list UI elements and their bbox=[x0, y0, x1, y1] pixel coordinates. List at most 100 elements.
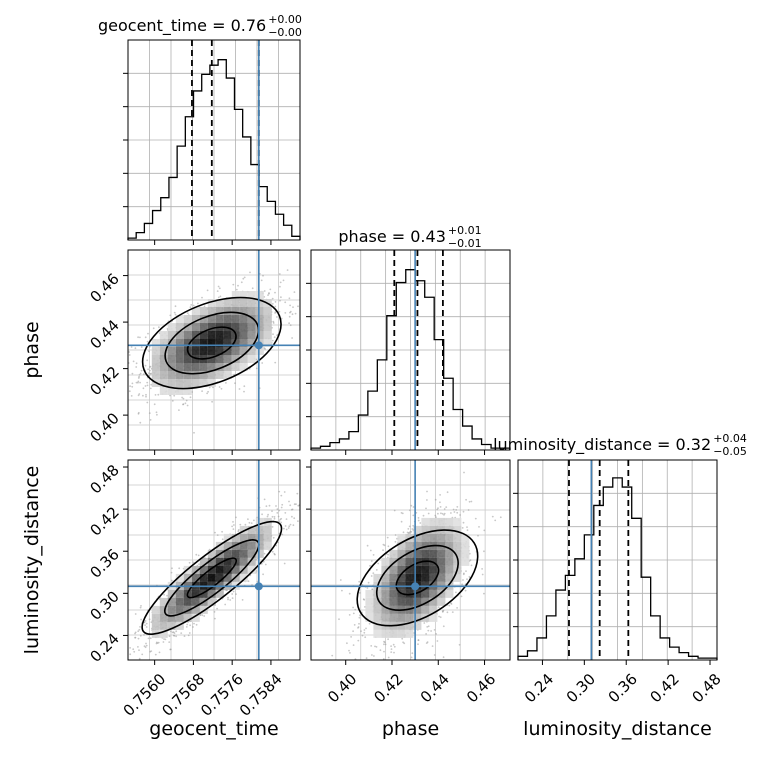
y-tick-label: 0.36 bbox=[86, 545, 122, 581]
sample-point bbox=[381, 674, 383, 676]
sample-point bbox=[458, 643, 461, 646]
sample-point bbox=[269, 288, 272, 291]
sample-point bbox=[460, 595, 463, 598]
sample-point bbox=[445, 506, 448, 508]
sample-point bbox=[384, 669, 386, 671]
density-cell bbox=[191, 331, 200, 339]
sample-point bbox=[284, 312, 287, 314]
sample-point bbox=[284, 301, 287, 304]
density-cell bbox=[207, 347, 216, 355]
sample-point bbox=[124, 355, 126, 357]
sample-point bbox=[138, 374, 141, 376]
density-cell bbox=[429, 573, 438, 582]
density-cell bbox=[223, 371, 232, 379]
density-cell bbox=[159, 387, 168, 395]
x-tick-label: 0.7568 bbox=[158, 670, 208, 720]
sample-point bbox=[181, 396, 184, 399]
sample-point bbox=[142, 387, 145, 390]
sample-point bbox=[163, 638, 165, 640]
density-cell bbox=[397, 533, 406, 542]
sample-point bbox=[180, 632, 183, 634]
sample-point bbox=[261, 513, 263, 516]
x-tick-label: 0.7584 bbox=[236, 670, 286, 720]
sample-point bbox=[407, 532, 410, 535]
sample-point bbox=[126, 642, 128, 644]
sample-point bbox=[401, 637, 404, 640]
sample-point bbox=[134, 347, 137, 350]
density-cell bbox=[223, 557, 232, 566]
density-cell bbox=[389, 613, 398, 622]
sample-point bbox=[466, 529, 469, 532]
density-cell bbox=[231, 307, 240, 315]
sample-point bbox=[263, 347, 266, 350]
sample-point bbox=[149, 365, 152, 368]
sample-point bbox=[280, 296, 282, 299]
density-cell bbox=[159, 347, 168, 355]
density-cell bbox=[215, 331, 224, 339]
sample-point bbox=[291, 337, 293, 339]
density-cell bbox=[167, 621, 176, 630]
sample-point bbox=[483, 592, 485, 595]
sample-point bbox=[135, 362, 138, 365]
sample-point bbox=[393, 645, 396, 648]
sample-point bbox=[468, 575, 471, 578]
sample-point bbox=[265, 505, 268, 508]
density-cell bbox=[183, 355, 192, 363]
sample-point bbox=[409, 530, 412, 533]
density-cell bbox=[263, 307, 272, 315]
density-cell bbox=[215, 589, 224, 598]
sample-point bbox=[274, 361, 277, 364]
density-cell bbox=[199, 557, 208, 566]
sample-point bbox=[273, 336, 276, 339]
density-cell bbox=[445, 557, 454, 566]
density-cell bbox=[445, 573, 454, 582]
density-cell bbox=[207, 379, 216, 387]
sample-point bbox=[312, 499, 314, 501]
sample-point bbox=[278, 490, 281, 493]
sample-point bbox=[350, 636, 352, 638]
density-cell bbox=[199, 347, 208, 355]
density-cell bbox=[223, 347, 232, 355]
sample-point bbox=[169, 648, 172, 651]
density-cell bbox=[223, 355, 232, 363]
density-cell bbox=[175, 597, 184, 606]
sample-point bbox=[274, 301, 277, 303]
sample-point bbox=[247, 518, 249, 521]
sample-point bbox=[450, 602, 452, 604]
density-cell bbox=[413, 525, 422, 534]
sample-point bbox=[324, 674, 326, 676]
sample-point bbox=[197, 302, 199, 305]
sample-point bbox=[186, 312, 189, 314]
y-axis-label: luminosity_distance bbox=[21, 466, 43, 655]
density-cell bbox=[167, 363, 176, 371]
density-cell bbox=[437, 597, 446, 606]
sample-point bbox=[241, 599, 244, 601]
density-cell bbox=[255, 331, 264, 339]
sample-point bbox=[248, 521, 251, 524]
density-cell bbox=[239, 307, 248, 315]
sample-point bbox=[69, 389, 71, 391]
sample-point bbox=[481, 573, 484, 576]
sample-point bbox=[137, 646, 139, 648]
sample-point bbox=[173, 394, 176, 397]
title-lower-error: −0.05 bbox=[713, 445, 747, 458]
sample-point bbox=[339, 579, 342, 581]
density-cell bbox=[191, 315, 200, 323]
density-cell bbox=[151, 347, 160, 355]
sample-point bbox=[393, 651, 395, 654]
density-cell bbox=[255, 291, 264, 299]
density-cell bbox=[389, 573, 398, 582]
sample-point bbox=[195, 553, 198, 556]
density-cell bbox=[255, 307, 264, 315]
density-cell bbox=[421, 573, 430, 582]
density-cell bbox=[405, 629, 414, 638]
sample-point bbox=[459, 514, 461, 516]
sample-point bbox=[133, 650, 136, 653]
density-cell bbox=[207, 315, 216, 323]
density-cell bbox=[239, 573, 248, 582]
sample-point bbox=[478, 526, 480, 528]
sample-point bbox=[352, 612, 355, 615]
sample-point bbox=[426, 626, 429, 628]
sample-point bbox=[251, 584, 253, 586]
sample-point bbox=[363, 631, 366, 634]
